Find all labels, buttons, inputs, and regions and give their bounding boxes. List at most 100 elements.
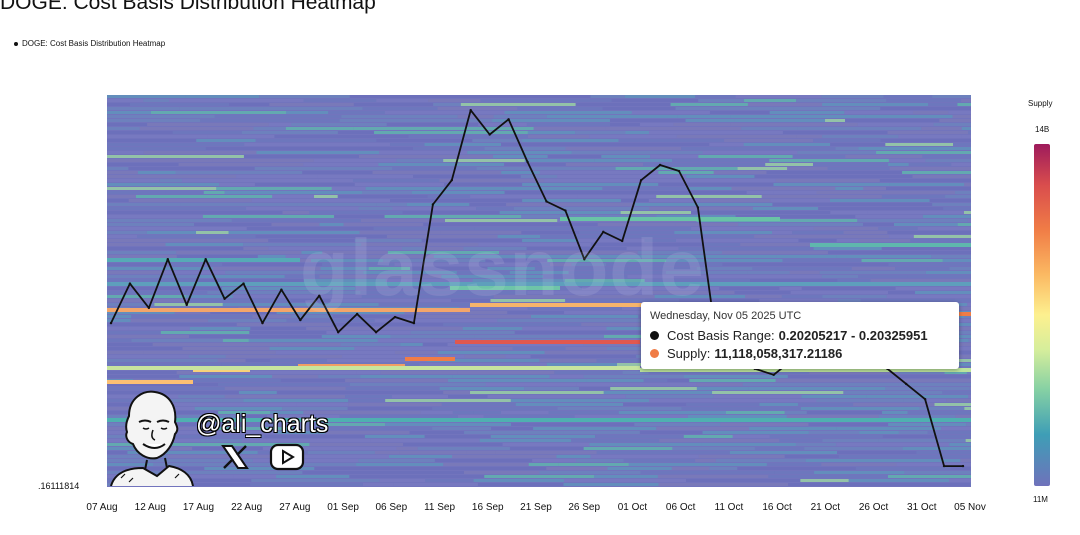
heatmap-cell [130, 319, 208, 322]
heatmap-cell [510, 399, 650, 402]
tooltip-supply-row: Supply: 11,118,058,317.21186 [650, 346, 842, 361]
heatmap-cell [143, 459, 253, 462]
heatmap-cell [182, 347, 270, 350]
heatmap-cell [761, 195, 882, 198]
heatmap-cell [620, 235, 755, 238]
heatmap-cell [476, 207, 514, 210]
heatmap-hot-band [560, 217, 780, 221]
heatmap-cell [881, 247, 971, 250]
heatmap-cell [695, 459, 716, 462]
heatmap-cell [131, 263, 172, 266]
heatmap-cell [282, 211, 310, 214]
heatmap-cell [330, 299, 452, 302]
heatmap-cell [836, 255, 932, 258]
heatmap-cell [107, 167, 129, 170]
heatmap-cell [546, 467, 608, 470]
heatmap-cell [107, 223, 195, 226]
heatmap-cell [925, 159, 971, 162]
heatmap-cell [390, 335, 475, 338]
heatmap-cell [834, 175, 913, 178]
heatmap-cell [964, 407, 971, 410]
chart-legend[interactable]: DOGE: Cost Basis Distribution Heatmap [14, 39, 165, 48]
heatmap-cell [432, 407, 558, 410]
heatmap-cell [443, 391, 471, 394]
heatmap-cell [202, 215, 335, 218]
heatmap-cell [437, 351, 545, 354]
heatmap-cell [162, 411, 219, 414]
price-point-21 Aug [242, 282, 245, 285]
heatmap-cell [896, 463, 971, 466]
heatmap-cell [457, 371, 555, 374]
heatmap-cell [463, 471, 540, 474]
heatmap-cell [313, 159, 397, 162]
heatmap-cell [549, 375, 584, 378]
heatmap-cell [410, 267, 488, 270]
heatmap-cell [285, 255, 369, 258]
heatmap-cell [754, 175, 835, 178]
price-point-24 Sep [564, 209, 567, 212]
heatmap-cell [221, 471, 303, 474]
heatmap-cell [678, 247, 814, 250]
heatmap-cell [878, 439, 966, 442]
heatmap-cell [513, 207, 650, 210]
heatmap-cell [772, 203, 843, 206]
heatmap-cell [328, 111, 385, 114]
heatmap-cell [179, 107, 264, 110]
heatmap-cell [107, 199, 129, 202]
heatmap-cell [107, 191, 166, 194]
heatmap-cell [135, 195, 273, 198]
heatmap-cell [107, 211, 193, 214]
heatmap-cell [514, 331, 642, 334]
heatmap-cell [970, 483, 971, 486]
x-tick-label: 01 Sep [327, 502, 359, 513]
heatmap-cell [885, 387, 970, 390]
heatmap-cell [499, 211, 621, 214]
heatmap-cell [309, 211, 403, 214]
heatmap-cell [384, 111, 505, 114]
price-point-01 Nov [923, 397, 927, 401]
heatmap-cell [532, 459, 577, 462]
heatmap-cell [592, 295, 621, 298]
heatmap-cell [365, 187, 504, 190]
heatmap-cell [232, 295, 362, 298]
heatmap-cell [376, 203, 407, 206]
legend-label: DOGE: Cost Basis Distribution Heatmap [22, 39, 166, 48]
heatmap-cell [902, 379, 971, 382]
heatmap-cell [107, 135, 208, 138]
heatmap-cell [296, 403, 349, 406]
price-point-07 Aug [109, 321, 113, 325]
heatmap-cell [359, 231, 441, 234]
youtube-icon[interactable] [269, 443, 305, 471]
heatmap-cell [800, 407, 920, 410]
heatmap-cell [107, 411, 135, 414]
heatmap-cell [722, 263, 809, 266]
heatmap-cell [772, 231, 793, 234]
heatmap-cell [355, 287, 479, 290]
heatmap-cell [686, 479, 801, 482]
heatmap-cell [683, 435, 733, 438]
heatmap-cell [243, 243, 362, 246]
heatmap-cell [467, 223, 598, 226]
heatmap-cell [443, 323, 582, 326]
heatmap-cell [188, 479, 221, 482]
heatmap-cell [667, 379, 690, 382]
heatmap-cell [392, 167, 477, 170]
x-logo-icon[interactable] [220, 444, 250, 470]
heatmap-cell [182, 179, 319, 182]
branding-handle: @ali_charts [196, 410, 329, 438]
heatmap-cell [863, 223, 894, 226]
heatmap-cell [792, 231, 844, 234]
heatmap-cell [158, 475, 234, 478]
heatmap-cell [337, 131, 375, 134]
heatmap-cell [677, 115, 731, 118]
heatmap-cell [278, 343, 341, 346]
heatmap-cell [218, 411, 271, 414]
heatmap-cell [390, 143, 425, 146]
heatmap-cell [966, 423, 971, 426]
heatmap-cell [586, 379, 644, 382]
heatmap-cell [915, 375, 971, 378]
heatmap-cell [524, 159, 595, 162]
heatmap-cell [886, 187, 971, 190]
heatmap-cell [107, 179, 160, 182]
